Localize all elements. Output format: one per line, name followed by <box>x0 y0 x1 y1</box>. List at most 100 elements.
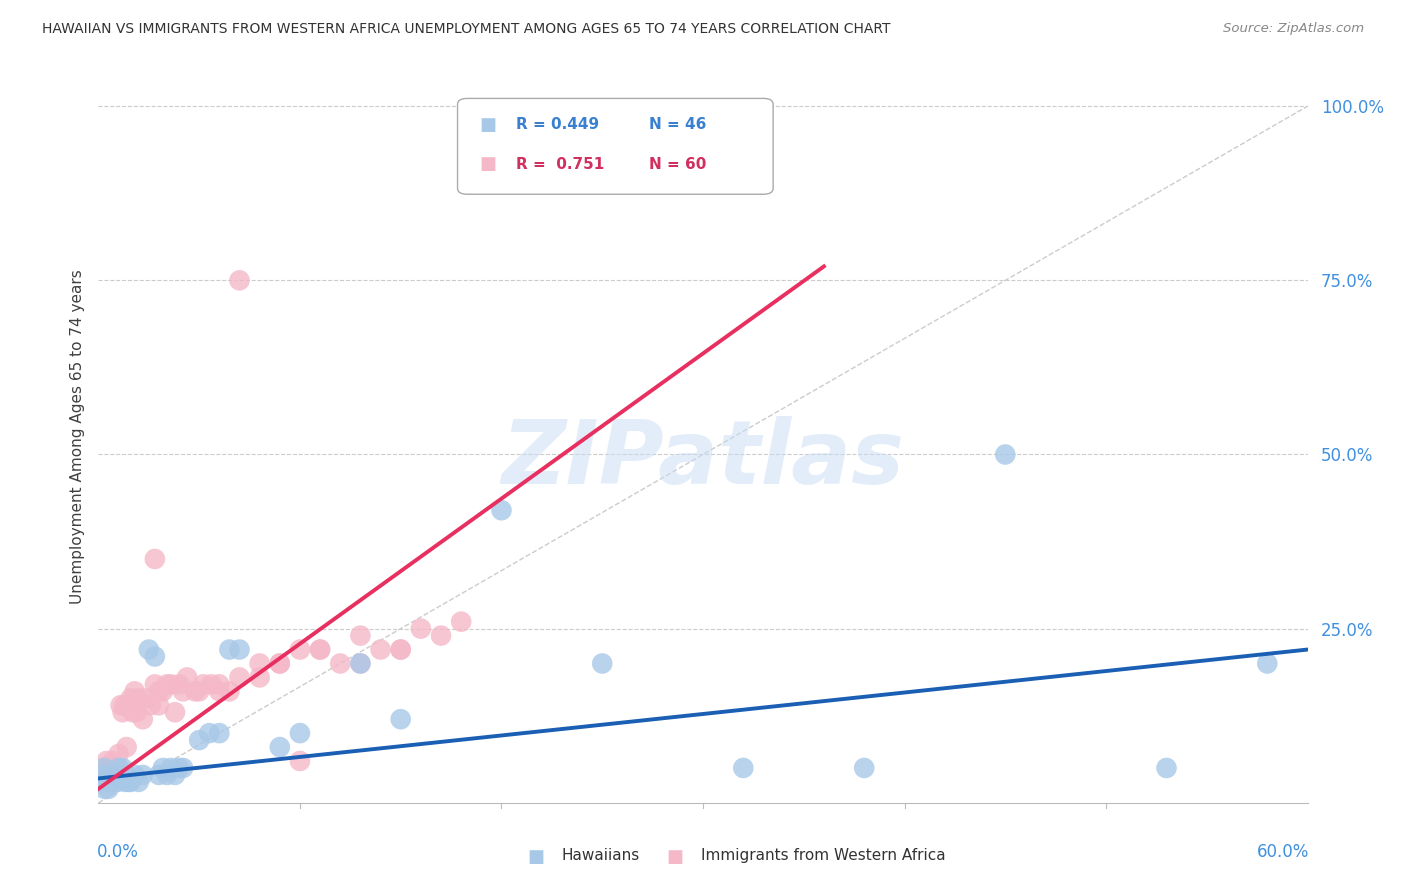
Text: ■: ■ <box>479 116 496 134</box>
Point <box>450 615 472 629</box>
Text: 0.0%: 0.0% <box>97 843 139 861</box>
Point <box>100 768 122 782</box>
Point <box>110 768 132 782</box>
Point <box>269 740 291 755</box>
Point <box>143 649 166 664</box>
Point <box>269 657 291 671</box>
FancyBboxPatch shape <box>457 98 773 194</box>
Point <box>172 684 194 698</box>
Point <box>132 712 155 726</box>
Point <box>1156 761 1178 775</box>
Text: R =  0.751: R = 0.751 <box>516 157 603 172</box>
Point <box>188 684 211 698</box>
Point <box>172 761 194 775</box>
Text: ■: ■ <box>666 848 683 866</box>
Point <box>124 684 146 698</box>
Point <box>120 691 142 706</box>
Point <box>208 684 231 698</box>
Point <box>118 775 141 789</box>
Point <box>163 768 186 782</box>
Point <box>125 705 148 719</box>
Point <box>349 657 371 671</box>
Text: Source: ZipAtlas.com: Source: ZipAtlas.com <box>1223 22 1364 36</box>
Text: Hawaiians: Hawaiians <box>561 848 640 863</box>
Point <box>132 768 155 782</box>
Point <box>105 775 128 789</box>
Point <box>97 768 120 782</box>
Text: ■: ■ <box>479 155 496 173</box>
Point <box>91 761 114 775</box>
Point <box>208 726 231 740</box>
Point <box>135 691 157 706</box>
Y-axis label: Unemployment Among Ages 65 to 74 years: Unemployment Among Ages 65 to 74 years <box>69 269 84 605</box>
Point <box>156 677 179 691</box>
Point <box>139 698 162 713</box>
Point <box>114 698 136 713</box>
Point <box>389 712 412 726</box>
Point <box>111 705 134 719</box>
Point <box>115 740 138 755</box>
Point <box>200 677 222 691</box>
Point <box>101 754 124 768</box>
Point <box>89 768 111 782</box>
Point <box>103 768 125 782</box>
Point <box>96 754 118 768</box>
Point <box>120 775 142 789</box>
Text: Immigrants from Western Africa: Immigrants from Western Africa <box>700 848 945 863</box>
Point <box>228 670 250 684</box>
Point <box>115 768 138 782</box>
Point <box>491 503 513 517</box>
Point <box>218 642 240 657</box>
Point <box>91 768 114 782</box>
Point <box>193 677 215 691</box>
Text: 60.0%: 60.0% <box>1257 843 1309 861</box>
Point <box>853 761 876 775</box>
Point <box>128 775 150 789</box>
Text: ZIPatlas: ZIPatlas <box>502 416 904 502</box>
Point <box>105 761 128 775</box>
Point <box>249 657 271 671</box>
Point <box>152 684 174 698</box>
Text: ■: ■ <box>527 848 544 866</box>
Point <box>329 657 352 671</box>
Point <box>93 781 115 796</box>
Point <box>93 761 115 775</box>
Point <box>208 677 231 691</box>
Point <box>249 670 271 684</box>
Point <box>107 747 129 761</box>
Point <box>100 761 122 775</box>
Point <box>128 691 150 706</box>
Point <box>103 761 125 775</box>
Point <box>188 733 211 747</box>
Point <box>163 705 186 719</box>
Point <box>97 781 120 796</box>
Point <box>138 642 160 657</box>
Point <box>184 684 207 698</box>
Point <box>370 642 392 657</box>
Point <box>228 642 250 657</box>
Point <box>309 642 332 657</box>
Point <box>288 726 311 740</box>
Point <box>288 642 311 657</box>
Point <box>1256 657 1278 671</box>
Point <box>110 698 132 713</box>
Text: R = 0.449: R = 0.449 <box>516 117 599 132</box>
Point <box>389 642 412 657</box>
Point <box>288 754 311 768</box>
Text: HAWAIIAN VS IMMIGRANTS FROM WESTERN AFRICA UNEMPLOYMENT AMONG AGES 65 TO 74 YEAR: HAWAIIAN VS IMMIGRANTS FROM WESTERN AFRI… <box>42 22 890 37</box>
Point <box>349 629 371 643</box>
Point <box>93 768 115 782</box>
Point <box>167 677 190 691</box>
Point <box>118 698 141 713</box>
Point <box>107 761 129 775</box>
Text: N = 46: N = 46 <box>648 117 706 132</box>
Point <box>143 677 166 691</box>
Point <box>218 684 240 698</box>
Point <box>389 642 412 657</box>
Point <box>160 761 183 775</box>
Point <box>733 761 755 775</box>
Point <box>96 775 118 789</box>
Point <box>121 705 143 719</box>
Point <box>111 761 134 775</box>
Point <box>591 657 613 671</box>
